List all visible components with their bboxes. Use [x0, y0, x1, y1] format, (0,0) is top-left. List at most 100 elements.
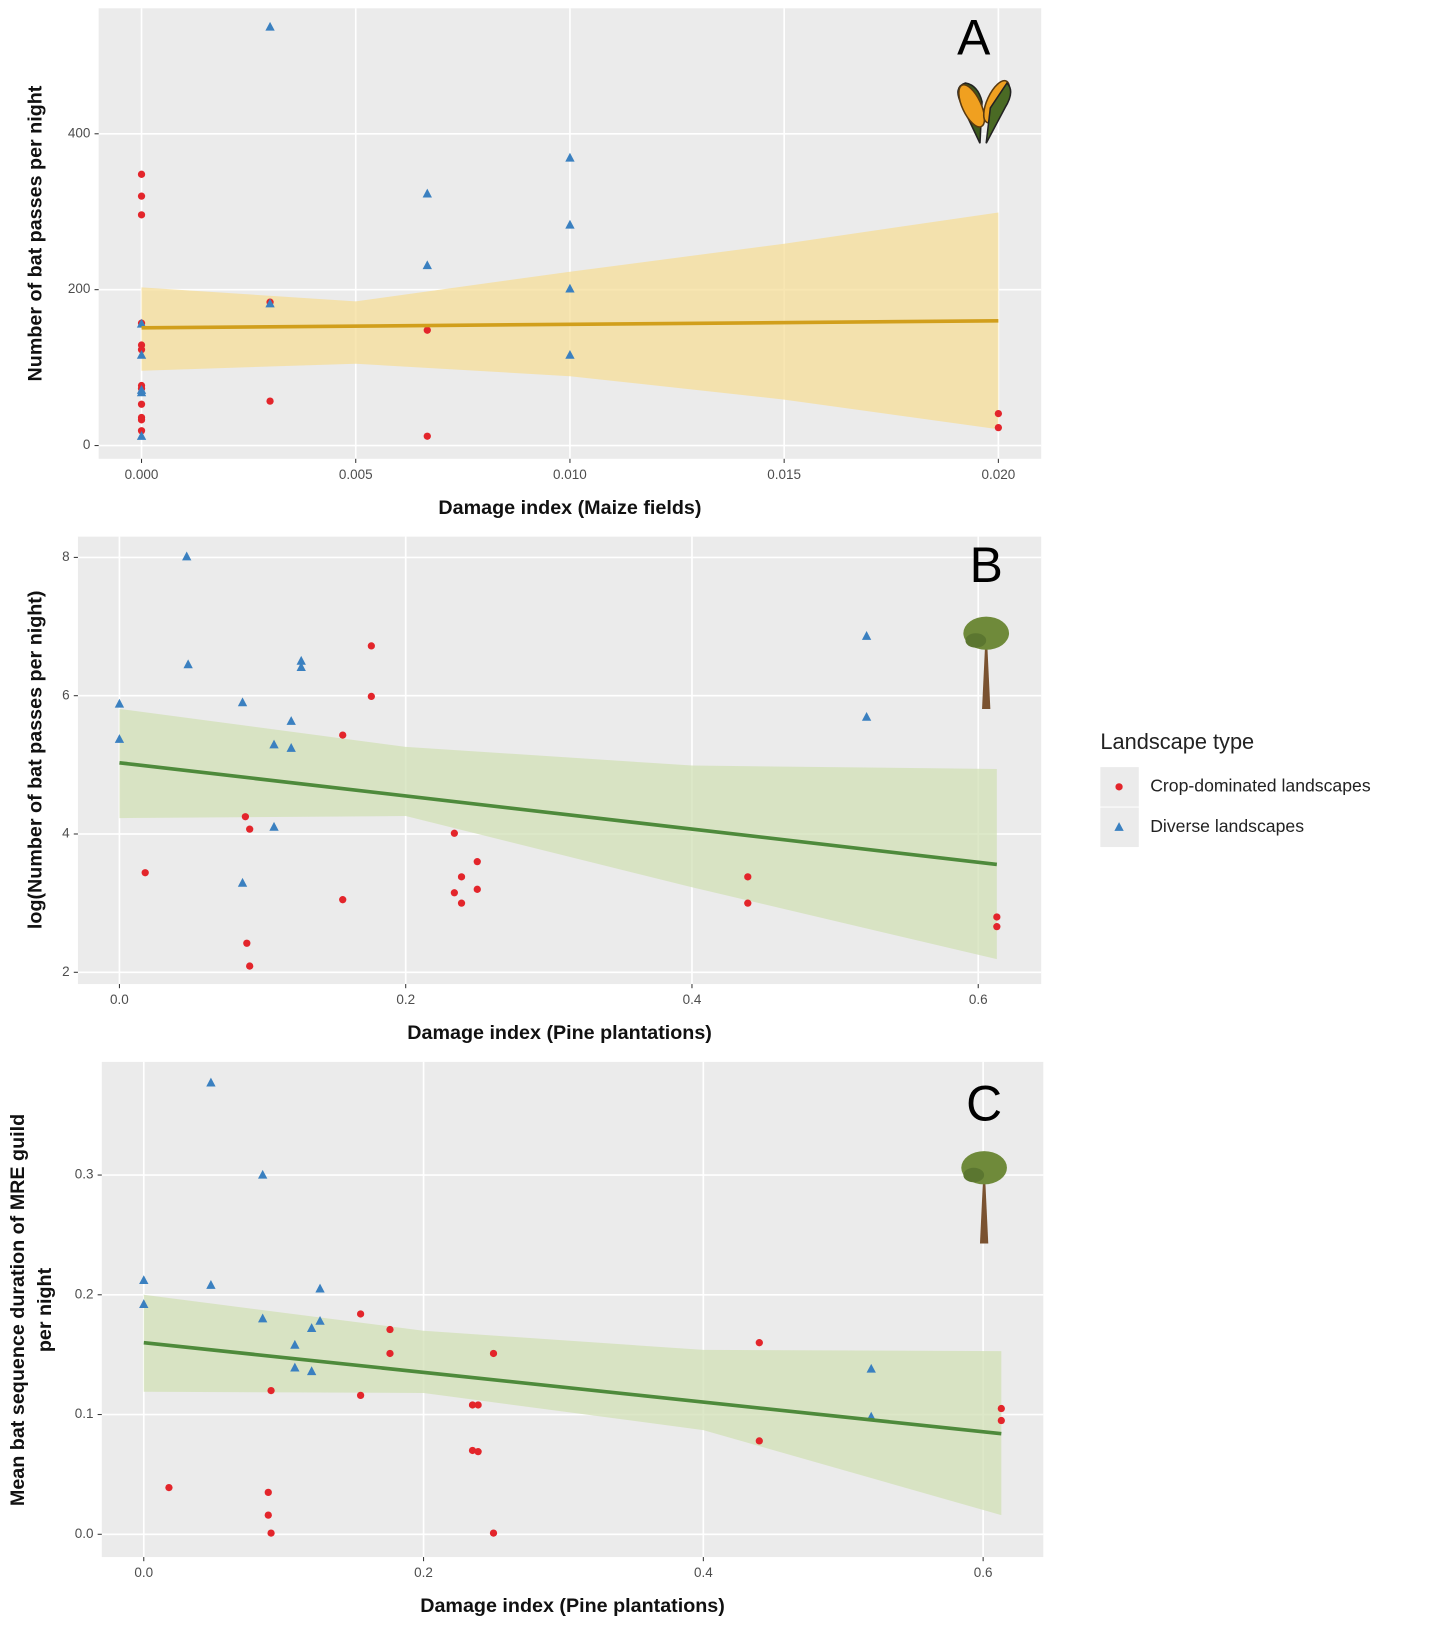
crop-point — [246, 962, 254, 970]
pine-icon — [963, 616, 1010, 709]
fit-line — [119, 760, 998, 867]
crop-point — [264, 1511, 272, 1519]
crop-point — [339, 896, 347, 904]
crop-point — [474, 1401, 482, 1409]
panel: 0.0 0.2 0.4 0.6 0.0 0.1 0.2 0.3 C Damage index (P… — [7, 1061, 1044, 1617]
diverse-point — [139, 1299, 149, 1309]
panel-label: C — [966, 1076, 1002, 1132]
x-tick-label: 0.2 — [414, 1565, 433, 1580]
x-tick-label: 0.2 — [396, 992, 415, 1007]
diverse-point — [182, 551, 192, 561]
crop-point — [473, 858, 481, 866]
crop-point — [243, 939, 251, 947]
crop-point — [457, 873, 466, 881]
diverse-point — [565, 152, 575, 162]
diverse-point — [861, 711, 872, 721]
legend-label: Crop-dominated landscapes — [1150, 775, 1371, 795]
y-tick-label: 400 — [68, 125, 91, 140]
crop-point — [468, 1446, 477, 1455]
diverse-point — [114, 698, 125, 708]
diverse-point — [265, 21, 275, 31]
diverse-point — [290, 1362, 300, 1372]
diverse-point — [866, 1363, 876, 1373]
y-tick-label: 0.3 — [75, 1167, 94, 1182]
diverse-point — [296, 655, 306, 665]
crop-point — [165, 1483, 173, 1492]
x-tick-label: 0.015 — [767, 467, 801, 482]
crop-point — [356, 1310, 365, 1318]
diverse-point — [258, 1313, 268, 1323]
x-tick-label: 0.005 — [339, 467, 373, 482]
diverse-point — [265, 298, 275, 308]
x-tick-label: 0.6 — [974, 1565, 993, 1580]
crop-point — [997, 1416, 1005, 1425]
x-tick-label: 0.010 — [553, 467, 587, 482]
x-tick-label: 0.0 — [110, 992, 129, 1007]
diverse-point — [269, 739, 279, 749]
crop-point — [423, 326, 431, 334]
crop-point — [137, 211, 146, 219]
crop-point — [744, 873, 752, 881]
y-tick-label: 0.1 — [75, 1406, 94, 1421]
diverse-point — [258, 1169, 268, 1179]
diverse-point — [269, 821, 279, 831]
crop-point — [137, 192, 146, 200]
diverse-point — [237, 697, 248, 707]
crop-point — [993, 923, 1001, 931]
crop-point — [137, 400, 146, 408]
confidence-band — [119, 708, 997, 960]
x-tick-label: 0.0 — [134, 1565, 153, 1580]
y-tick-label: 8 — [62, 549, 70, 564]
diverse-point — [422, 260, 432, 270]
diverse-point — [286, 743, 296, 752]
crop-point — [367, 692, 375, 701]
crop-point — [241, 813, 250, 821]
confidence-band — [141, 212, 999, 430]
diverse-point — [861, 631, 872, 640]
diverse-point — [306, 1323, 317, 1332]
crop-point — [137, 170, 146, 178]
panel: 0.000 0.005 0.010 0.015 0.020 0 200 400 A Damage … — [25, 8, 1042, 519]
y-tick-label: 0 — [83, 437, 90, 452]
y-tick-label: 2 — [62, 964, 70, 979]
diverse-point — [136, 387, 147, 397]
diverse-point — [565, 283, 575, 293]
diverse-point — [136, 349, 147, 359]
crop-point — [137, 427, 146, 435]
x-axis-label: Damage index (Pine plantations) — [420, 1595, 725, 1617]
fit-line — [143, 1340, 1002, 1436]
crop-point — [356, 1391, 365, 1400]
y-axis-label: log(Number of bat passes per night) — [25, 591, 47, 930]
crop-point — [468, 1401, 477, 1409]
diverse-point — [136, 318, 147, 328]
diverse-point — [422, 188, 432, 198]
crop-point — [386, 1349, 394, 1358]
crop-point — [141, 869, 149, 877]
diverse-point — [206, 1280, 216, 1289]
legend: Landscape type Crop-dominated landscapes D… — [1100, 729, 1371, 848]
diverse-point — [290, 1339, 300, 1349]
x-axis-label: Damage index (Maize fields) — [438, 497, 701, 519]
x-tick-label: 0.020 — [981, 467, 1015, 482]
diverse-point — [306, 1366, 317, 1376]
legend-title: Landscape type — [1100, 729, 1254, 754]
pine-icon — [961, 1151, 1007, 1244]
y-tick-label: 0.2 — [75, 1286, 94, 1301]
crop-point — [264, 1488, 272, 1497]
crop-point — [474, 1448, 482, 1456]
crop-point — [994, 423, 1003, 432]
charts: 0.000 0.005 0.010 0.015 0.020 0 200 400 A Damage … — [7, 8, 1371, 1617]
x-axis-label: Damage index (Pine plantations) — [407, 1022, 712, 1044]
legend-label: Diverse landscapes — [1150, 816, 1304, 836]
crop-point — [423, 432, 431, 440]
diverse-point — [183, 659, 193, 669]
crop-point — [450, 829, 458, 837]
crop-point — [755, 1437, 763, 1445]
crop-point — [386, 1325, 394, 1334]
legend-marker — [1114, 822, 1124, 831]
crop-point — [489, 1349, 498, 1358]
crop-point — [266, 397, 274, 405]
y-axis-label: Mean bat sequence duration of MRE guild — [7, 1114, 29, 1506]
diverse-point — [565, 349, 575, 359]
crop-point — [267, 1529, 275, 1537]
